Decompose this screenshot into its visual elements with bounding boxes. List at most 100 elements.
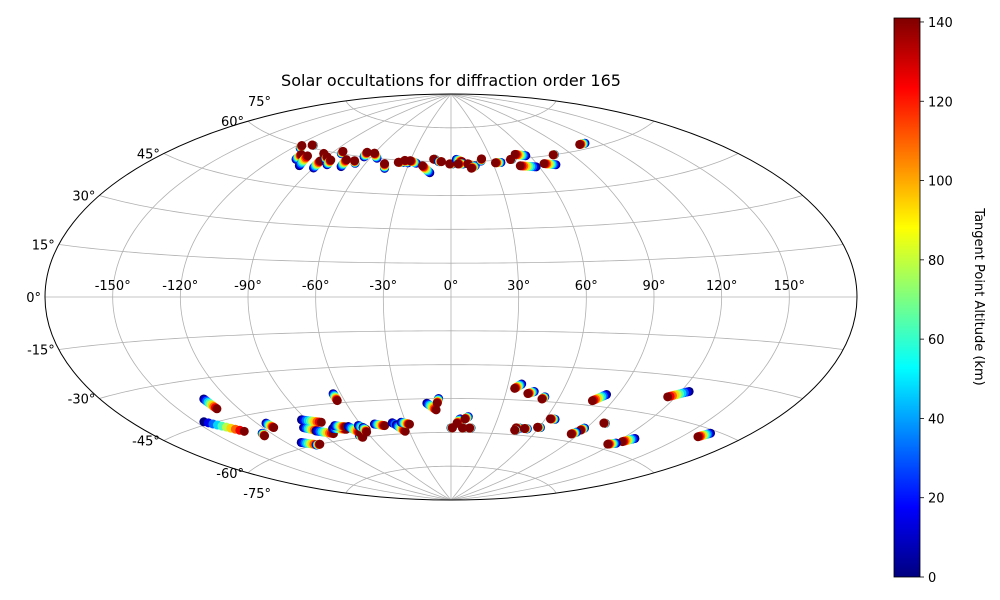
tick-labels: -150° -120° -90° -60° -30° 0° 30° 60° 90° 120° 150…: [26, 95, 805, 502]
data-point: [548, 150, 558, 160]
parallel-line: [163, 153, 739, 196]
data-point: [307, 140, 317, 150]
data-point: [362, 427, 372, 437]
data-point: [297, 141, 307, 151]
parallel-line: [345, 100, 557, 129]
data-point: [338, 146, 348, 156]
lat-tick-label: -45°: [132, 435, 160, 450]
data-point: [436, 157, 446, 167]
data-point: [418, 161, 428, 171]
data-point: [457, 423, 467, 433]
occultation-track: [693, 428, 716, 442]
occultation-track: [295, 141, 307, 153]
data-point: [380, 421, 390, 431]
occultation-track: [322, 155, 336, 170]
data-point: [315, 439, 325, 449]
lon-tick-label: 0°: [444, 279, 459, 294]
lon-tick-label: -90°: [234, 279, 262, 294]
data-point: [405, 156, 415, 166]
colorbar-tick-label: 40: [928, 412, 945, 427]
occultation-track: [599, 418, 610, 428]
occultation-track: [515, 161, 541, 172]
data-point: [693, 432, 703, 442]
occultation-track: [294, 151, 313, 171]
occultation-track: [603, 438, 621, 449]
occultation-track: [199, 394, 222, 414]
data-point: [539, 159, 549, 169]
data-point: [575, 139, 585, 149]
data-point: [380, 159, 390, 169]
data-point: [332, 396, 342, 406]
occultation-track: [510, 379, 527, 393]
occultation-track: [575, 138, 590, 149]
data-point: [587, 396, 597, 406]
occultation-track: [520, 424, 532, 434]
data-point: [431, 405, 441, 415]
colorbar-tick-label: 80: [928, 254, 945, 269]
occultation-track: [261, 418, 279, 433]
data-point: [460, 414, 470, 424]
occultation-track: [432, 394, 444, 408]
data-point: [490, 158, 500, 168]
data-point: [603, 439, 613, 449]
data-point: [466, 163, 476, 173]
lon-tick-label: -150°: [95, 279, 131, 294]
occultation-track: [510, 425, 521, 435]
map-outline: [44, 93, 858, 501]
occultation-track: [460, 412, 473, 424]
data-point: [510, 425, 520, 435]
occultation-track: [418, 161, 435, 178]
occultation-track: [537, 392, 550, 404]
data-point: [510, 149, 520, 159]
chart-title: Solar occultations for diffraction order…: [281, 71, 621, 90]
occultation-track: [311, 439, 325, 450]
lat-tick-label: -30°: [68, 393, 96, 408]
data-point: [465, 423, 475, 433]
data-point: [239, 426, 249, 436]
occultation-track: [434, 157, 446, 167]
occultation-points: [199, 138, 716, 450]
data-point: [523, 389, 533, 399]
parallel-line: [247, 431, 655, 474]
parallel-line: [163, 398, 739, 441]
colorbar-tick-label: 140: [928, 16, 953, 31]
lon-tick-label: -60°: [302, 279, 330, 294]
occultation-track: [336, 146, 348, 159]
data-point: [545, 414, 555, 424]
lon-tick-label: -30°: [369, 279, 397, 294]
occultation-track: [369, 419, 390, 431]
colorbar-label: Tangent Point Altitude (km): [971, 207, 986, 385]
data-point: [316, 417, 326, 427]
occultation-track: [663, 386, 694, 402]
data-point: [362, 147, 372, 157]
data-point: [453, 159, 463, 169]
lon-tick-label: 150°: [774, 279, 805, 294]
occultation-track: [465, 423, 476, 433]
data-point: [342, 155, 352, 165]
lat-tick-label: 45°: [137, 148, 160, 163]
colorbar-tick-label: 120: [928, 95, 953, 110]
data-point: [663, 392, 673, 402]
occultation-track: [311, 426, 338, 439]
occultation-track: [328, 389, 342, 406]
data-point: [537, 394, 547, 404]
graticule: [45, 93, 857, 501]
occultation-track: [490, 157, 506, 168]
colorbar-gradient: [893, 17, 921, 578]
data-point: [369, 148, 379, 158]
occultation-track: [476, 154, 487, 166]
parallel-line: [345, 465, 557, 494]
occultation-track: [405, 156, 421, 168]
data-point: [432, 398, 442, 408]
occultation-track: [199, 417, 249, 436]
occultation-track: [297, 415, 326, 427]
data-point: [533, 422, 543, 432]
lat-tick-label: -75°: [243, 487, 271, 502]
occultation-track: [396, 417, 414, 429]
occultation-track: [566, 427, 582, 439]
colorbar-tick-label: 20: [928, 492, 945, 507]
data-point: [212, 404, 222, 414]
data-point: [566, 429, 576, 439]
occultation-track: [617, 433, 640, 447]
